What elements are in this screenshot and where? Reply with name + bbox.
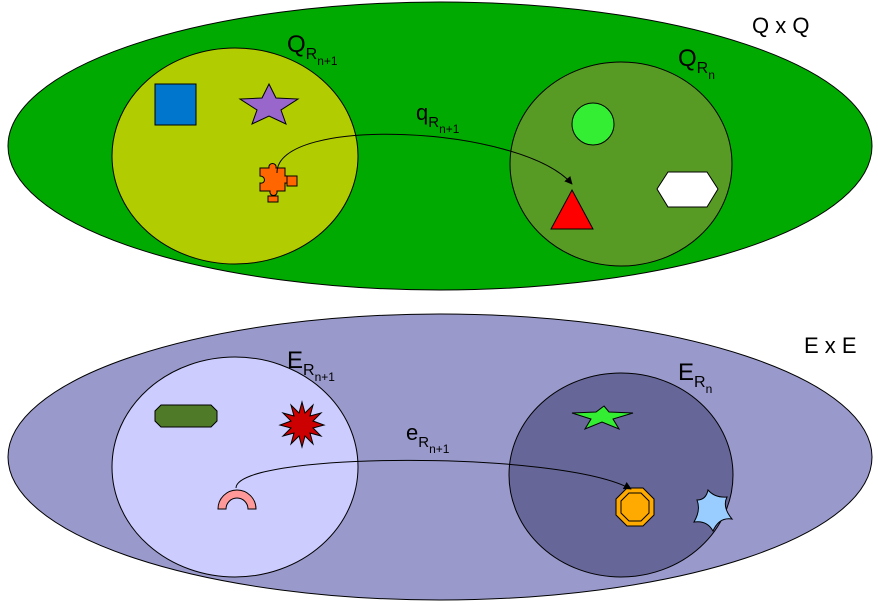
- orange-puzzle-icon: [259, 163, 298, 203]
- top-left-subset-label: QRn+1: [287, 31, 338, 68]
- bottom-set-group: E x E ERn+1 ERn eRn+1: [7, 313, 873, 601]
- green-octagon-bar-icon: [154, 404, 218, 428]
- top-right-subset-label: QRn: [678, 45, 715, 82]
- inner-set-left-top: [111, 47, 359, 265]
- bottom-relation-label: eRn+1: [406, 420, 450, 456]
- green-star-icon: [571, 405, 634, 431]
- purple-star-icon: [238, 82, 300, 125]
- pink-arc-icon: [217, 489, 257, 510]
- red-triangle-icon: [550, 188, 594, 230]
- bottom-left-subset-label: ERn+1: [287, 347, 335, 384]
- top-set-title: Q x Q: [752, 13, 809, 38]
- blue-square-icon: [154, 83, 197, 126]
- white-hexagon-icon: [656, 171, 719, 208]
- orange-octagon-icon: [615, 487, 655, 527]
- top-relation-label: qRn+1: [416, 100, 460, 136]
- green-circle-icon: [571, 102, 615, 146]
- inner-set-right-bottom: [508, 372, 734, 578]
- bottom-right-subset-label: ERn: [678, 359, 712, 396]
- red-starburst-icon: [278, 400, 326, 449]
- inner-set-left-bottom: [111, 356, 359, 578]
- blue-concave-star-icon: [693, 488, 734, 533]
- bottom-relation-arrow: [235, 459, 632, 490]
- bottom-set-title: E x E: [804, 333, 857, 358]
- top-set-group: Q x Q QRn+1 QRn qRn+1: [7, 1, 873, 291]
- top-relation-arrow: [276, 133, 573, 185]
